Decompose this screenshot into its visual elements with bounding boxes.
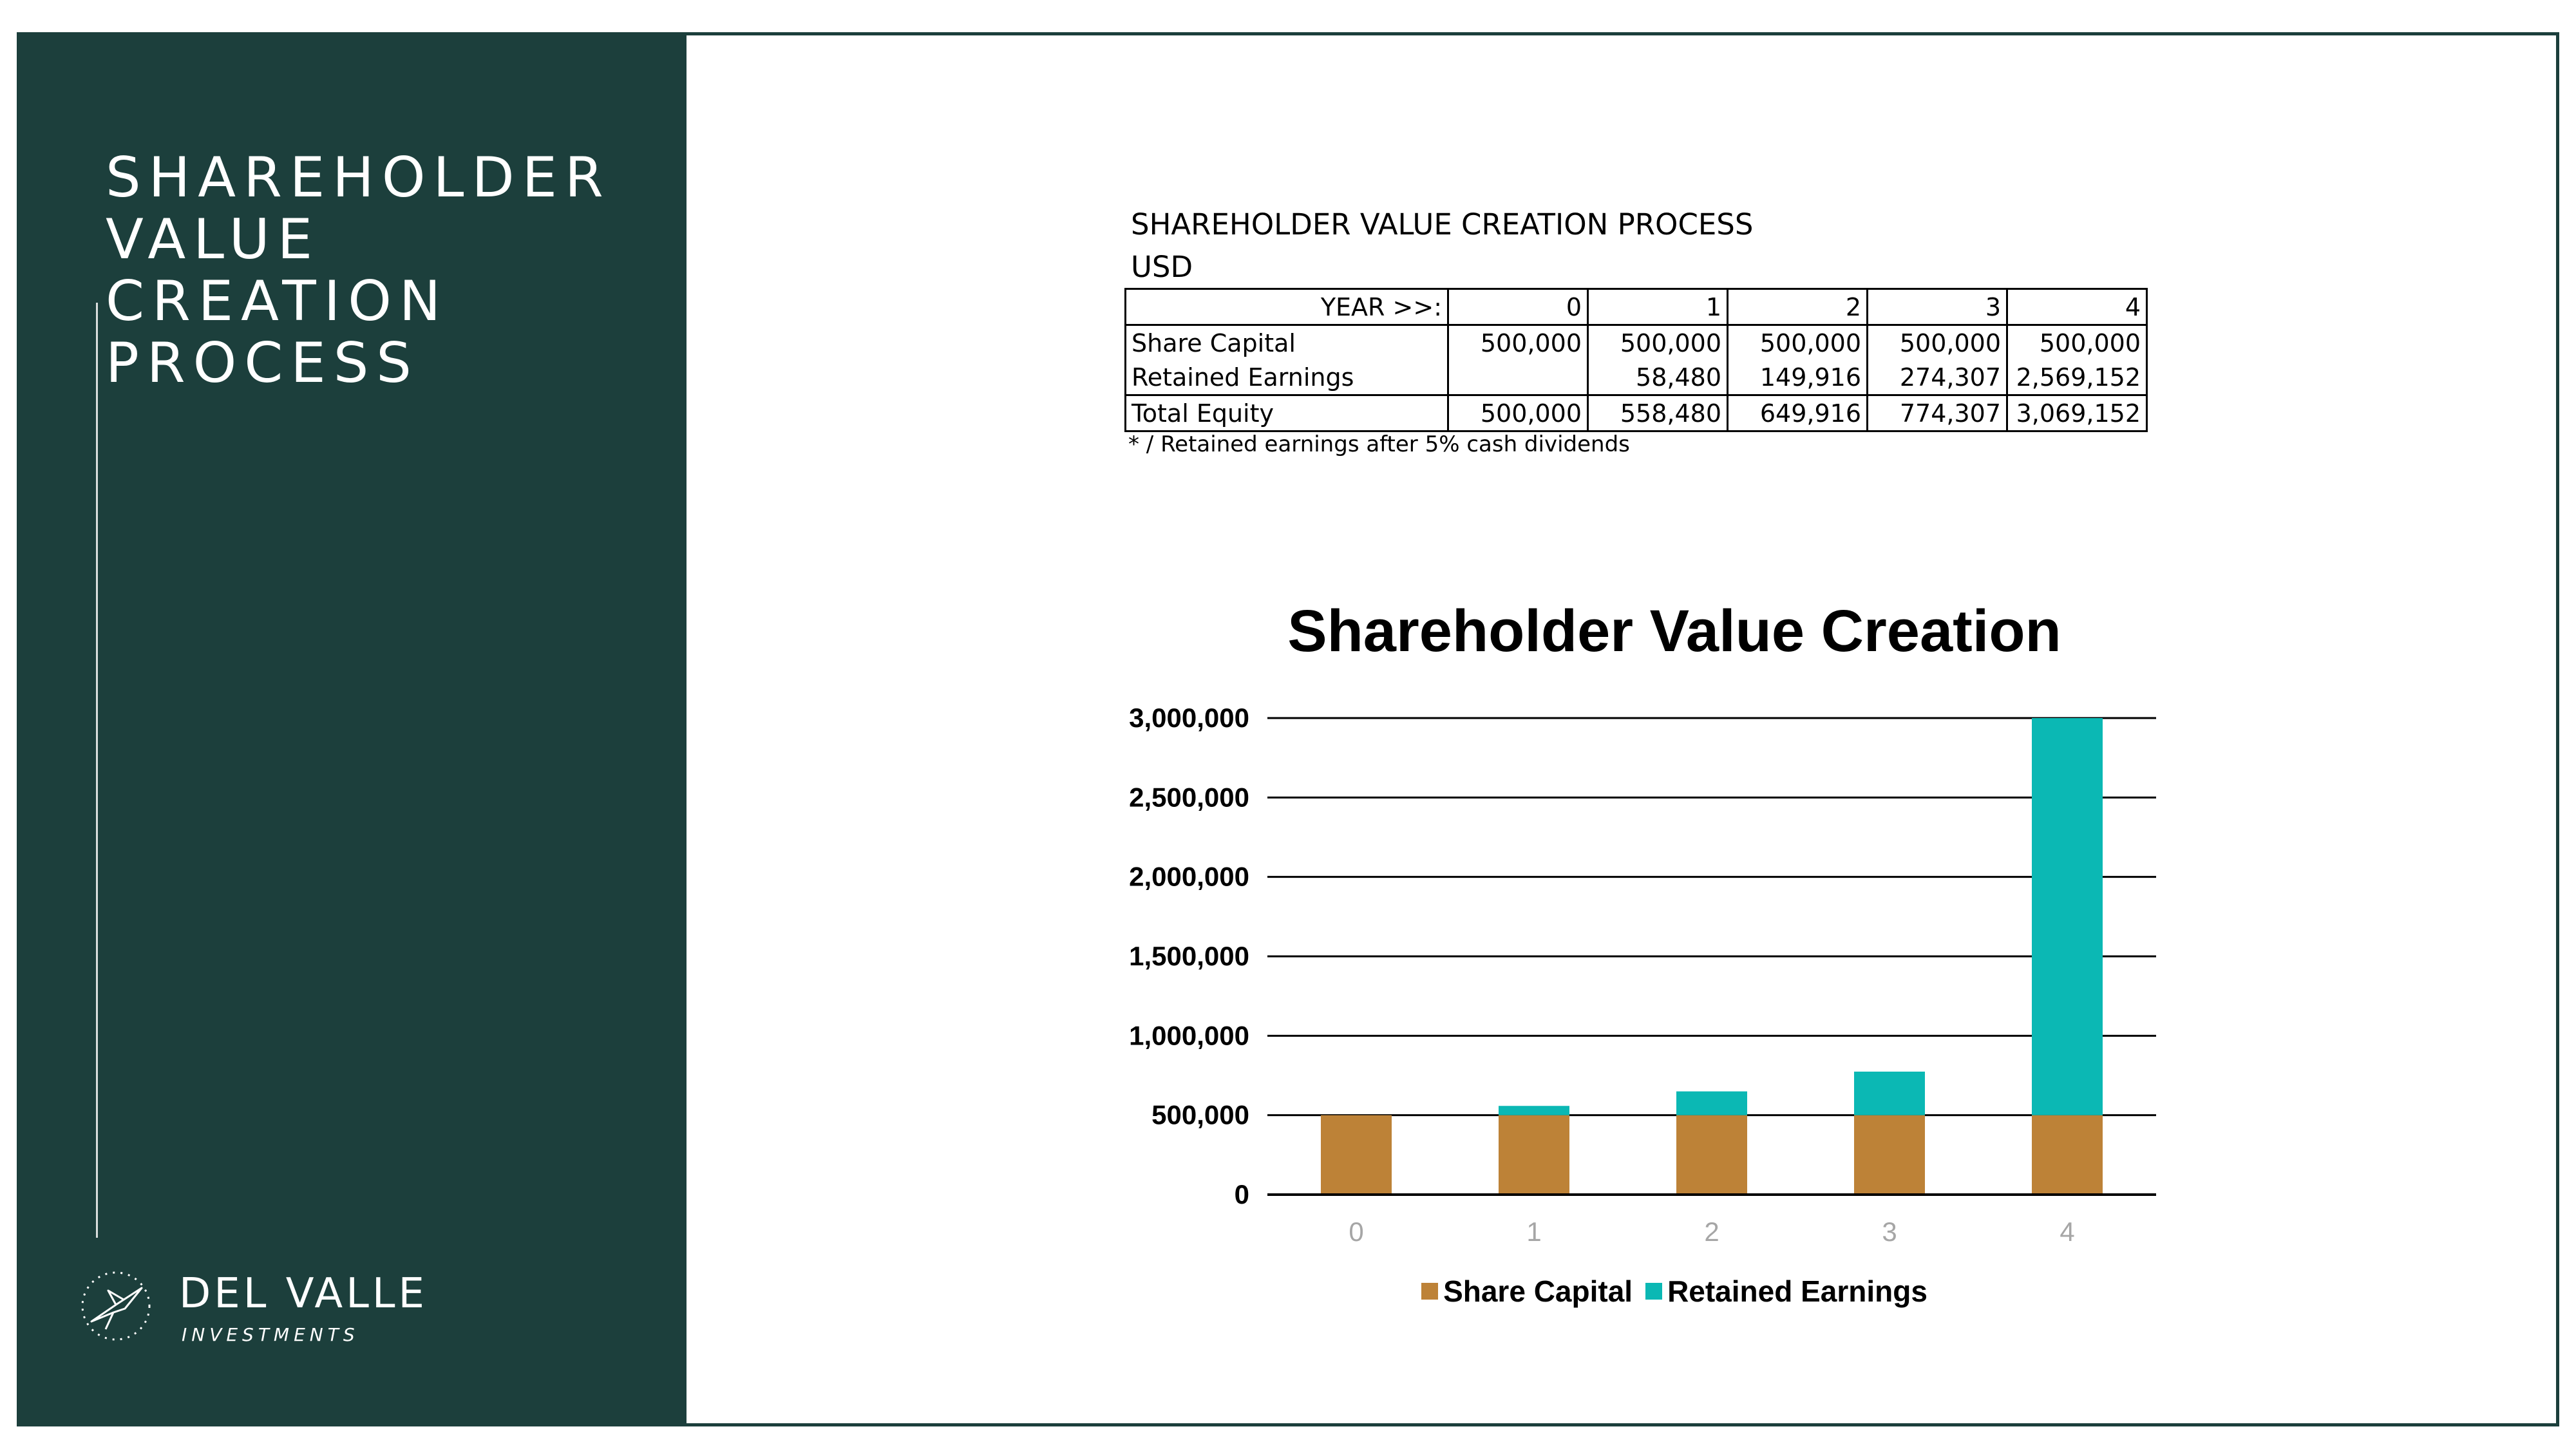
bar-retained-earnings-3 <box>1854 1072 1925 1115</box>
legend-item-retained-earnings: Retained Earnings <box>1645 1274 1927 1309</box>
logo-name: DEL VALLE <box>179 1270 428 1318</box>
chart-legend: Share Capital Retained Earnings <box>1030 1274 2318 1309</box>
bar-share-capital-1 <box>1499 1115 1569 1195</box>
legend-swatch-share-capital <box>1421 1283 1439 1300</box>
row-label: Share Capital <box>1124 325 1449 360</box>
cell: 3,069,152 <box>2006 394 2148 432</box>
bar-share-capital-0 <box>1321 1115 1392 1195</box>
header-label: YEAR >>: <box>1124 288 1449 326</box>
legend-label-share-capital: Share Capital <box>1443 1274 1633 1308</box>
year-header-4: 4 <box>2006 288 2148 326</box>
x-tick-label: 0 <box>1349 1217 1363 1247</box>
logo-subtitle: INVESTMENTS <box>182 1324 359 1345</box>
y-tick-label: 1,000,000 <box>1129 1020 1249 1050</box>
bars <box>1267 718 2156 1196</box>
bar-share-capital-4 <box>2032 1115 2103 1195</box>
cell: 500,000 <box>1727 325 1868 360</box>
cell: 274,307 <box>1866 360 2008 395</box>
table-footnote: * / Retained earnings after 5% cash divi… <box>1128 431 1630 457</box>
hummingbird-icon <box>81 1271 151 1341</box>
slide-title-line-3: PROCESS <box>106 331 419 395</box>
year-header-0: 0 <box>1447 288 1589 326</box>
cell: 649,916 <box>1727 394 1868 432</box>
y-tick-label: 3,000,000 <box>1129 703 1249 733</box>
cell: 2,569,152 <box>2006 360 2148 395</box>
company-logo: DEL VALLE INVESTMENTS <box>77 1267 438 1370</box>
cell: 149,916 <box>1727 360 1868 395</box>
cell: 58,480 <box>1587 360 1728 395</box>
table-row-total-equity: Total Equity 500,000 558,480 649,916 774… <box>1124 394 2148 432</box>
bar-share-capital-3 <box>1854 1115 1925 1195</box>
row-label: Total Equity <box>1124 394 1449 432</box>
table-row-retained-earnings: Retained Earnings 58,480 149,916 274,307… <box>1124 360 2148 395</box>
year-header-3: 3 <box>1866 288 2008 326</box>
sidebar: SHAREHOLDER VALUE CREATION PROCESS <box>17 32 687 1426</box>
y-tick-label: 2,500,000 <box>1129 782 1249 812</box>
x-axis-labels: 0 1 2 3 4 <box>1349 1217 2074 1247</box>
x-tick-label: 1 <box>1526 1217 1541 1247</box>
stacked-bar-chart: 0 500,000 1,000,000 1,500,000 2,000,000 2,500… <box>1129 703 2156 1247</box>
cell: 500,000 <box>1866 325 2008 360</box>
y-tick-label: 1,500,000 <box>1129 941 1249 971</box>
year-header-1: 1 <box>1587 288 1728 326</box>
y-tick-label: 0 <box>1235 1179 1249 1209</box>
bar-share-capital-2 <box>1676 1115 1747 1195</box>
cell: 500,000 <box>1447 325 1589 360</box>
cell: 558,480 <box>1587 394 1728 432</box>
x-tick-label: 2 <box>1704 1217 1719 1247</box>
equity-table: YEAR >>: 0 1 2 3 4 Share Capital 500,000… <box>1124 288 2148 432</box>
bar-retained-earnings-1 <box>1499 1106 1569 1115</box>
cell: 500,000 <box>1447 394 1589 432</box>
row-label: Retained Earnings <box>1124 360 1449 395</box>
year-header-2: 2 <box>1727 288 1868 326</box>
slide-title-line-2: VALUE CREATION <box>106 207 449 334</box>
table-row-share-capital: Share Capital 500,000 500,000 500,000 50… <box>1124 325 2148 360</box>
table-currency: USD <box>1131 250 1193 284</box>
y-tick-label: 2,000,000 <box>1129 862 1249 892</box>
cell: 500,000 <box>2006 325 2148 360</box>
bar-retained-earnings-4 <box>2032 718 2103 1115</box>
table-title: SHAREHOLDER VALUE CREATION PROCESS <box>1131 207 1754 242</box>
legend-label-retained-earnings: Retained Earnings <box>1667 1274 1927 1308</box>
slide-title-line-1: SHAREHOLDER <box>106 146 611 210</box>
legend-item-share-capital: Share Capital <box>1421 1274 1633 1309</box>
cell <box>1447 360 1589 395</box>
sidebar-divider <box>96 303 98 1238</box>
bar-retained-earnings-2 <box>1676 1091 1747 1115</box>
x-tick-label: 4 <box>2060 1217 2074 1247</box>
cell: 500,000 <box>1587 325 1728 360</box>
chart-title: Shareholder Value Creation <box>1287 598 2061 664</box>
y-tick-label: 500,000 <box>1151 1100 1249 1130</box>
table-header-row: YEAR >>: 0 1 2 3 4 <box>1124 288 2148 326</box>
x-tick-label: 3 <box>1882 1217 1897 1247</box>
cell: 774,307 <box>1866 394 2008 432</box>
y-axis-labels: 0 500,000 1,000,000 1,500,000 2,000,000 2,500… <box>1129 703 1249 1209</box>
slide-title: SHAREHOLDER VALUE CREATION PROCESS <box>106 147 687 394</box>
legend-swatch-retained-earnings <box>1645 1283 1663 1300</box>
